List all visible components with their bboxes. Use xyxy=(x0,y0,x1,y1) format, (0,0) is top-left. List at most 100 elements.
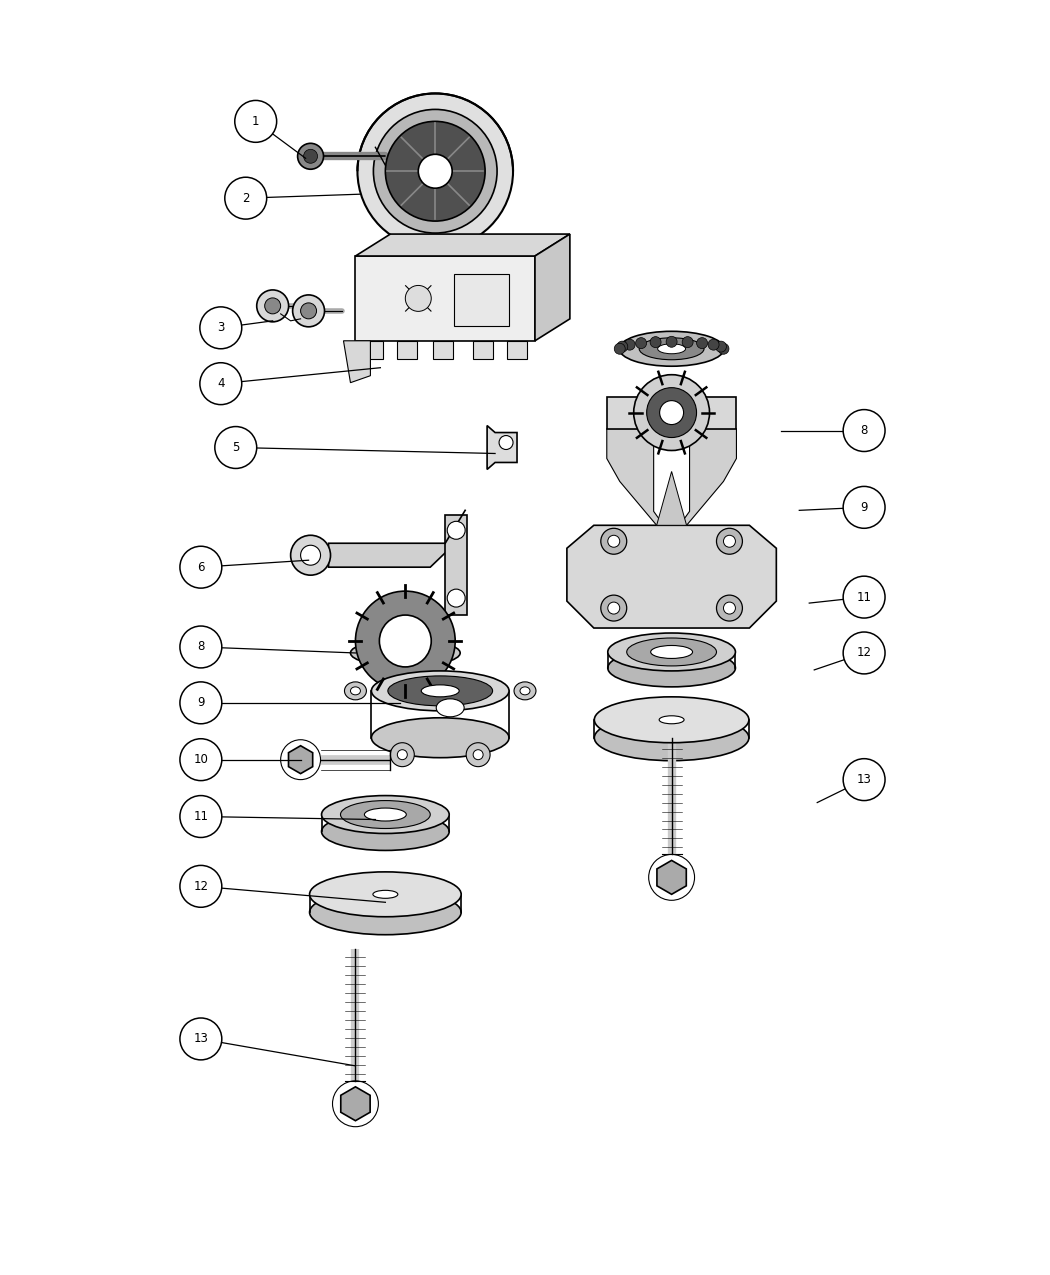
Circle shape xyxy=(716,595,742,621)
Circle shape xyxy=(447,589,465,607)
Circle shape xyxy=(405,286,432,311)
Circle shape xyxy=(356,592,456,691)
Circle shape xyxy=(843,576,885,618)
Circle shape xyxy=(718,343,729,354)
Circle shape xyxy=(374,110,497,233)
Polygon shape xyxy=(567,525,776,629)
Circle shape xyxy=(180,626,222,668)
Text: 13: 13 xyxy=(193,1033,208,1045)
Polygon shape xyxy=(445,515,467,615)
Polygon shape xyxy=(534,235,570,340)
Ellipse shape xyxy=(594,697,749,743)
Ellipse shape xyxy=(620,332,723,366)
FancyBboxPatch shape xyxy=(474,340,494,358)
Circle shape xyxy=(723,602,735,615)
Ellipse shape xyxy=(639,338,705,360)
Polygon shape xyxy=(289,746,313,774)
Circle shape xyxy=(843,409,885,451)
Circle shape xyxy=(357,93,513,249)
Ellipse shape xyxy=(421,685,459,697)
Polygon shape xyxy=(356,235,570,256)
Circle shape xyxy=(499,436,513,450)
Ellipse shape xyxy=(344,682,366,700)
Circle shape xyxy=(180,866,222,908)
Ellipse shape xyxy=(430,152,448,207)
Circle shape xyxy=(715,342,727,352)
Circle shape xyxy=(235,101,276,143)
Circle shape xyxy=(225,177,267,219)
Text: 2: 2 xyxy=(242,191,250,205)
Circle shape xyxy=(200,362,242,404)
Circle shape xyxy=(391,743,415,766)
Ellipse shape xyxy=(659,715,685,724)
Circle shape xyxy=(397,750,407,760)
Polygon shape xyxy=(679,428,736,525)
Ellipse shape xyxy=(373,890,398,899)
Text: 11: 11 xyxy=(193,810,208,824)
Text: 12: 12 xyxy=(193,880,208,892)
Circle shape xyxy=(682,337,693,348)
Polygon shape xyxy=(607,428,664,525)
Ellipse shape xyxy=(340,801,430,829)
Circle shape xyxy=(180,1017,222,1060)
Circle shape xyxy=(300,546,320,565)
Circle shape xyxy=(716,528,742,555)
Circle shape xyxy=(635,338,647,348)
Text: 9: 9 xyxy=(197,696,205,709)
FancyBboxPatch shape xyxy=(455,274,509,326)
Circle shape xyxy=(650,337,662,348)
Circle shape xyxy=(265,298,280,314)
Circle shape xyxy=(696,338,708,348)
Ellipse shape xyxy=(387,676,492,706)
Circle shape xyxy=(624,339,635,351)
Text: 5: 5 xyxy=(232,441,239,454)
Ellipse shape xyxy=(594,715,749,761)
Ellipse shape xyxy=(608,649,735,687)
Circle shape xyxy=(385,121,485,221)
FancyBboxPatch shape xyxy=(434,340,454,358)
Circle shape xyxy=(180,546,222,588)
Ellipse shape xyxy=(310,872,461,917)
Circle shape xyxy=(447,521,465,539)
Circle shape xyxy=(608,536,619,547)
Ellipse shape xyxy=(436,699,464,717)
Text: 1: 1 xyxy=(252,115,259,128)
Text: 12: 12 xyxy=(857,646,872,659)
Ellipse shape xyxy=(351,639,460,667)
Circle shape xyxy=(180,738,222,780)
Circle shape xyxy=(708,339,719,351)
FancyBboxPatch shape xyxy=(507,340,527,358)
Circle shape xyxy=(843,759,885,801)
Ellipse shape xyxy=(321,812,449,850)
Circle shape xyxy=(466,743,490,766)
Circle shape xyxy=(608,602,619,615)
Circle shape xyxy=(303,149,317,163)
Circle shape xyxy=(256,289,289,321)
FancyBboxPatch shape xyxy=(363,340,383,358)
Polygon shape xyxy=(487,426,517,469)
Circle shape xyxy=(180,796,222,838)
Circle shape xyxy=(666,337,677,347)
FancyBboxPatch shape xyxy=(607,397,736,428)
Ellipse shape xyxy=(351,687,360,695)
Circle shape xyxy=(300,303,316,319)
Text: 8: 8 xyxy=(197,640,205,654)
Text: 6: 6 xyxy=(197,561,205,574)
Polygon shape xyxy=(343,340,371,382)
Circle shape xyxy=(659,400,684,425)
Ellipse shape xyxy=(310,890,461,935)
Circle shape xyxy=(601,595,627,621)
Circle shape xyxy=(418,154,453,189)
Ellipse shape xyxy=(321,796,449,834)
Ellipse shape xyxy=(372,718,509,757)
Polygon shape xyxy=(329,543,456,567)
Text: 13: 13 xyxy=(857,773,872,787)
Text: 9: 9 xyxy=(860,501,868,514)
Ellipse shape xyxy=(657,344,686,353)
Circle shape xyxy=(723,536,735,547)
Circle shape xyxy=(616,342,628,352)
Ellipse shape xyxy=(520,687,530,695)
Polygon shape xyxy=(341,1086,371,1121)
Ellipse shape xyxy=(608,632,735,671)
Circle shape xyxy=(215,427,256,468)
